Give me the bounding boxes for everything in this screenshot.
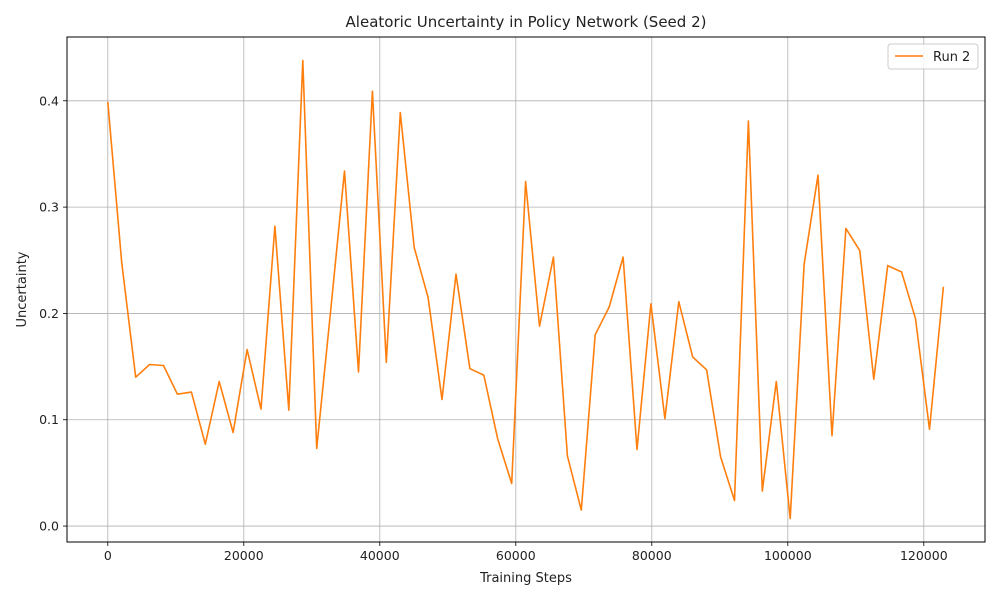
legend-box xyxy=(887,43,979,70)
y-tick-label: 0.2 xyxy=(39,306,59,321)
grid-lines xyxy=(67,37,985,542)
y-tick-label: 0.0 xyxy=(39,519,59,534)
y-axis-label: Uncertainty xyxy=(15,251,30,327)
x-tick-label: 120000 xyxy=(900,548,948,563)
y-tick-label: 0.1 xyxy=(39,412,59,427)
chart-title: Aleatoric Uncertainty in Policy Network … xyxy=(346,13,707,31)
y-tick-label: 0.3 xyxy=(39,200,59,215)
series-layer xyxy=(107,59,945,520)
plot-frame xyxy=(66,36,986,543)
x-axis-label: Training Steps xyxy=(479,571,572,586)
x-tick-label: 80000 xyxy=(632,548,672,563)
legend-label-run-2: Run 2 xyxy=(933,50,970,65)
x-tick-label: 40000 xyxy=(360,548,400,563)
plot-area xyxy=(67,37,985,542)
x-tick-label: 20000 xyxy=(224,548,264,563)
x-axis-ticks: 0 20000 40000 60000 80000 100000 120000 xyxy=(104,542,948,563)
y-axis-ticks: 0.0 0.1 0.2 0.3 0.4 xyxy=(39,93,67,534)
series-line-run-2 xyxy=(107,59,945,520)
y-tick-label: 0.4 xyxy=(39,93,59,108)
x-tick-label: 60000 xyxy=(496,548,536,563)
x-tick-label: 0 xyxy=(104,548,112,563)
x-tick-label: 100000 xyxy=(764,548,812,563)
legend: Run 2 xyxy=(887,43,979,70)
